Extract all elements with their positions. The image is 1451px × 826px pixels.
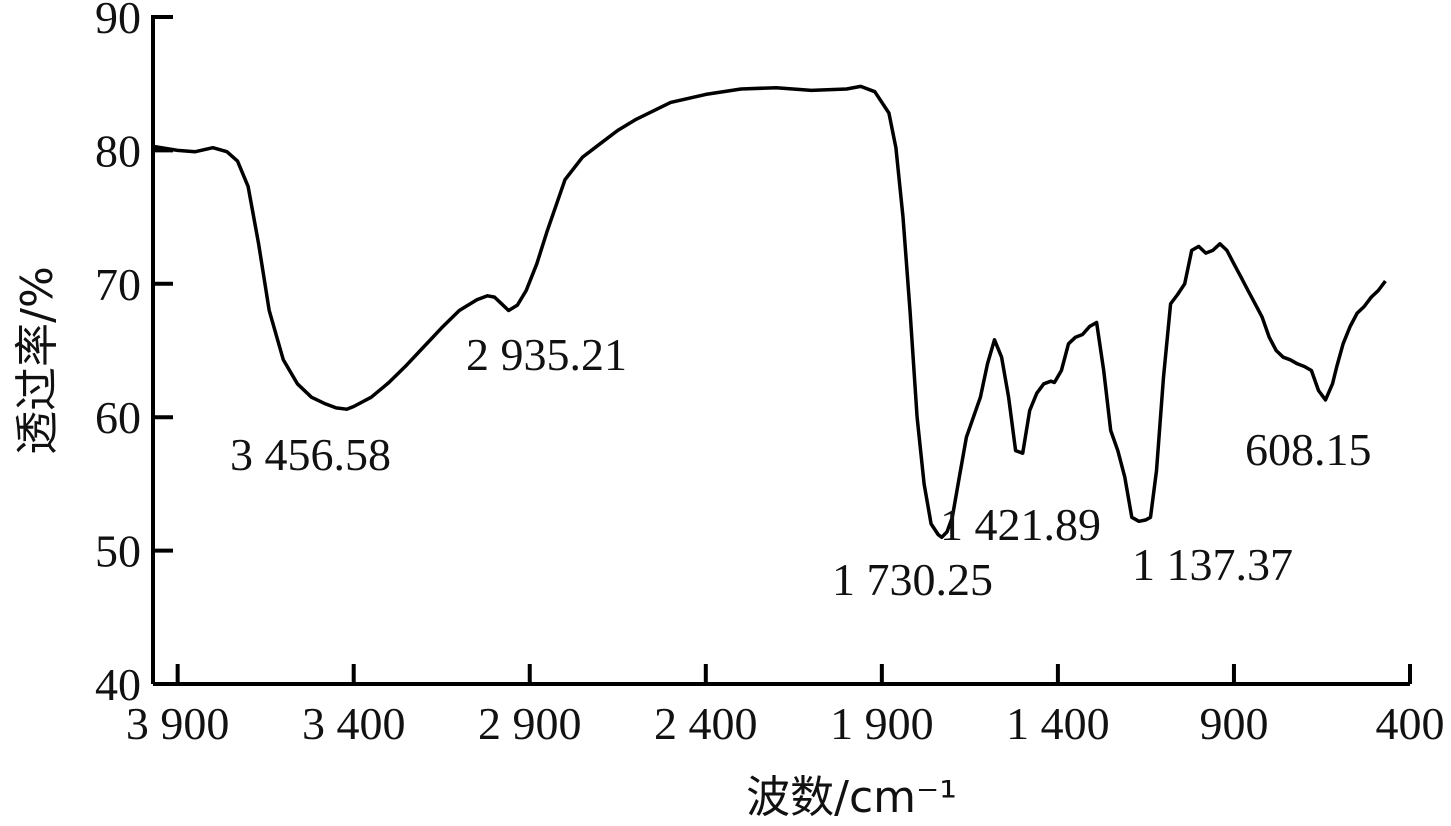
- x-tick-label: 1 400: [1006, 698, 1110, 749]
- y-tick-label: 70: [95, 259, 141, 310]
- y-tick-label: 80: [95, 125, 141, 176]
- x-tick-label: 2 400: [654, 698, 758, 749]
- x-tick-label: 3 900: [126, 698, 230, 749]
- x-ticks: 3 900 3 400 2 900 2 400 1 900 1 400 900 400: [126, 664, 1445, 749]
- y-tick-label: 50: [95, 526, 141, 577]
- y-tick-label: 60: [95, 392, 141, 443]
- y-tick-label: 40: [95, 659, 141, 710]
- x-tick-label: 900: [1199, 698, 1268, 749]
- x-tick-label: 1 900: [830, 698, 934, 749]
- peak-label: 2 935.21: [466, 329, 627, 380]
- y-ticks: 40 50 60 70 80 90: [95, 0, 173, 710]
- x-axis-title: 波数/cm⁻¹: [746, 772, 957, 823]
- peak-label: 3 456.58: [230, 429, 391, 480]
- peak-label: 1 730.25: [832, 554, 993, 605]
- peak-label: 608.15: [1245, 424, 1372, 475]
- x-tick-label: 2 900: [478, 698, 582, 749]
- peak-label: 1 421.89: [940, 499, 1101, 550]
- peak-annotations: 3 456.58 2 935.21 1 730.251 421.89 1 137.37…: [230, 329, 1372, 605]
- y-axis-title: 透过率/%: [12, 266, 63, 455]
- x-tick-label: 3 400: [302, 698, 406, 749]
- axes: [151, 15, 1410, 686]
- series-line: [152, 84, 1387, 540]
- y-tick-label: 90: [95, 0, 141, 43]
- x-tick-label: 400: [1376, 698, 1445, 749]
- peak-label: 1 137.37: [1132, 539, 1293, 590]
